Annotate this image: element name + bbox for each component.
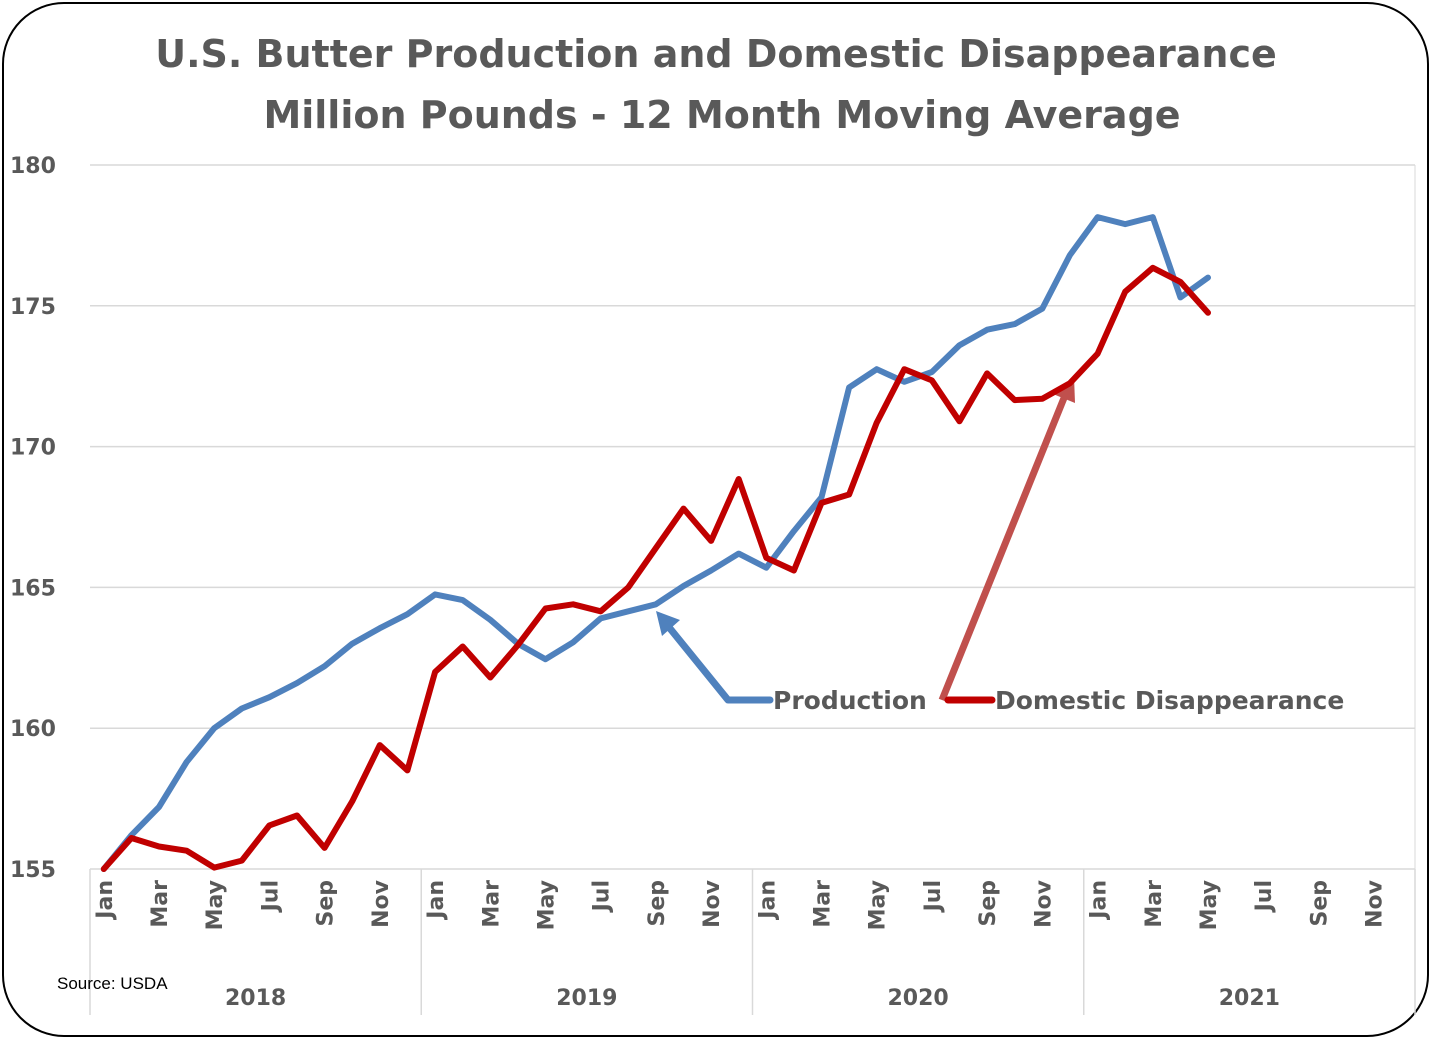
series-line-production [100,214,1211,872]
x-tick-label: Nov [1031,879,1056,928]
chart-subtitle: Million Pounds - 12 Month Moving Average [263,93,1180,137]
x-tick-label: May [1197,880,1222,930]
year-label: 2021 [1219,986,1280,1011]
x-tick-label: May [866,880,891,930]
x-tick-label: Sep [645,880,670,927]
chart-title: U.S. Butter Production and Domestic Disa… [155,32,1277,76]
x-tick-label: Mar [1142,880,1167,928]
x-tick-label: Nov [700,879,725,928]
x-tick-label: Jan [93,880,118,921]
disappearance-pointer-arrow [938,391,1070,702]
series-line-domestic-disappearance [100,264,1211,872]
y-tick-label: 155 [10,858,56,883]
x-tick-label: Nov [1363,879,1388,928]
year-label: 2019 [556,986,617,1011]
x-tick-label: Mar [479,880,504,928]
x-tick-label: Sep [1307,880,1332,927]
x-tick-label: Jul [1252,880,1277,913]
y-tick-label: 170 [10,436,56,461]
source-note: Source: USDA [57,974,168,993]
x-tick-label: Jan [1087,880,1112,921]
y-tick-label: 175 [10,295,56,320]
x-tick-label: Jul [258,880,283,913]
annotations [656,376,1075,704]
y-axis: 155 160 165 170 175 180 [10,154,56,883]
year-label: 2020 [888,986,949,1011]
x-tick-label: Jul [921,880,946,913]
x-tick-label: Sep [314,880,339,927]
x-tick-label: May [203,880,228,930]
x-tick-label: Jan [755,880,780,921]
legend-label-production: Production [773,686,927,715]
gridlines [90,164,1415,870]
x-tick-label: Nov [369,879,394,928]
arrowhead-icon [656,611,680,636]
x-tick-label: Jan [424,880,449,921]
y-tick-label: 160 [10,717,56,742]
x-tick-label: Sep [976,880,1001,927]
x-tick-label: Mar [811,880,836,928]
x-tick-label: May [534,880,559,930]
x-axis: Jan Mar May Jul Sep Nov 2018 Jan Mar May Jul Sep Nov… [89,165,1416,1015]
production-pointer-arrow [664,622,774,704]
series-lines [100,214,1211,872]
x-tick-label: Mar [148,880,173,928]
legend-label-domestic-disappearance: Domestic Disappearance [995,686,1344,715]
year-label: 2018 [225,986,286,1011]
y-tick-label: 180 [10,154,56,179]
y-tick-label: 165 [10,576,56,601]
x-tick-label: Jul [590,880,615,913]
